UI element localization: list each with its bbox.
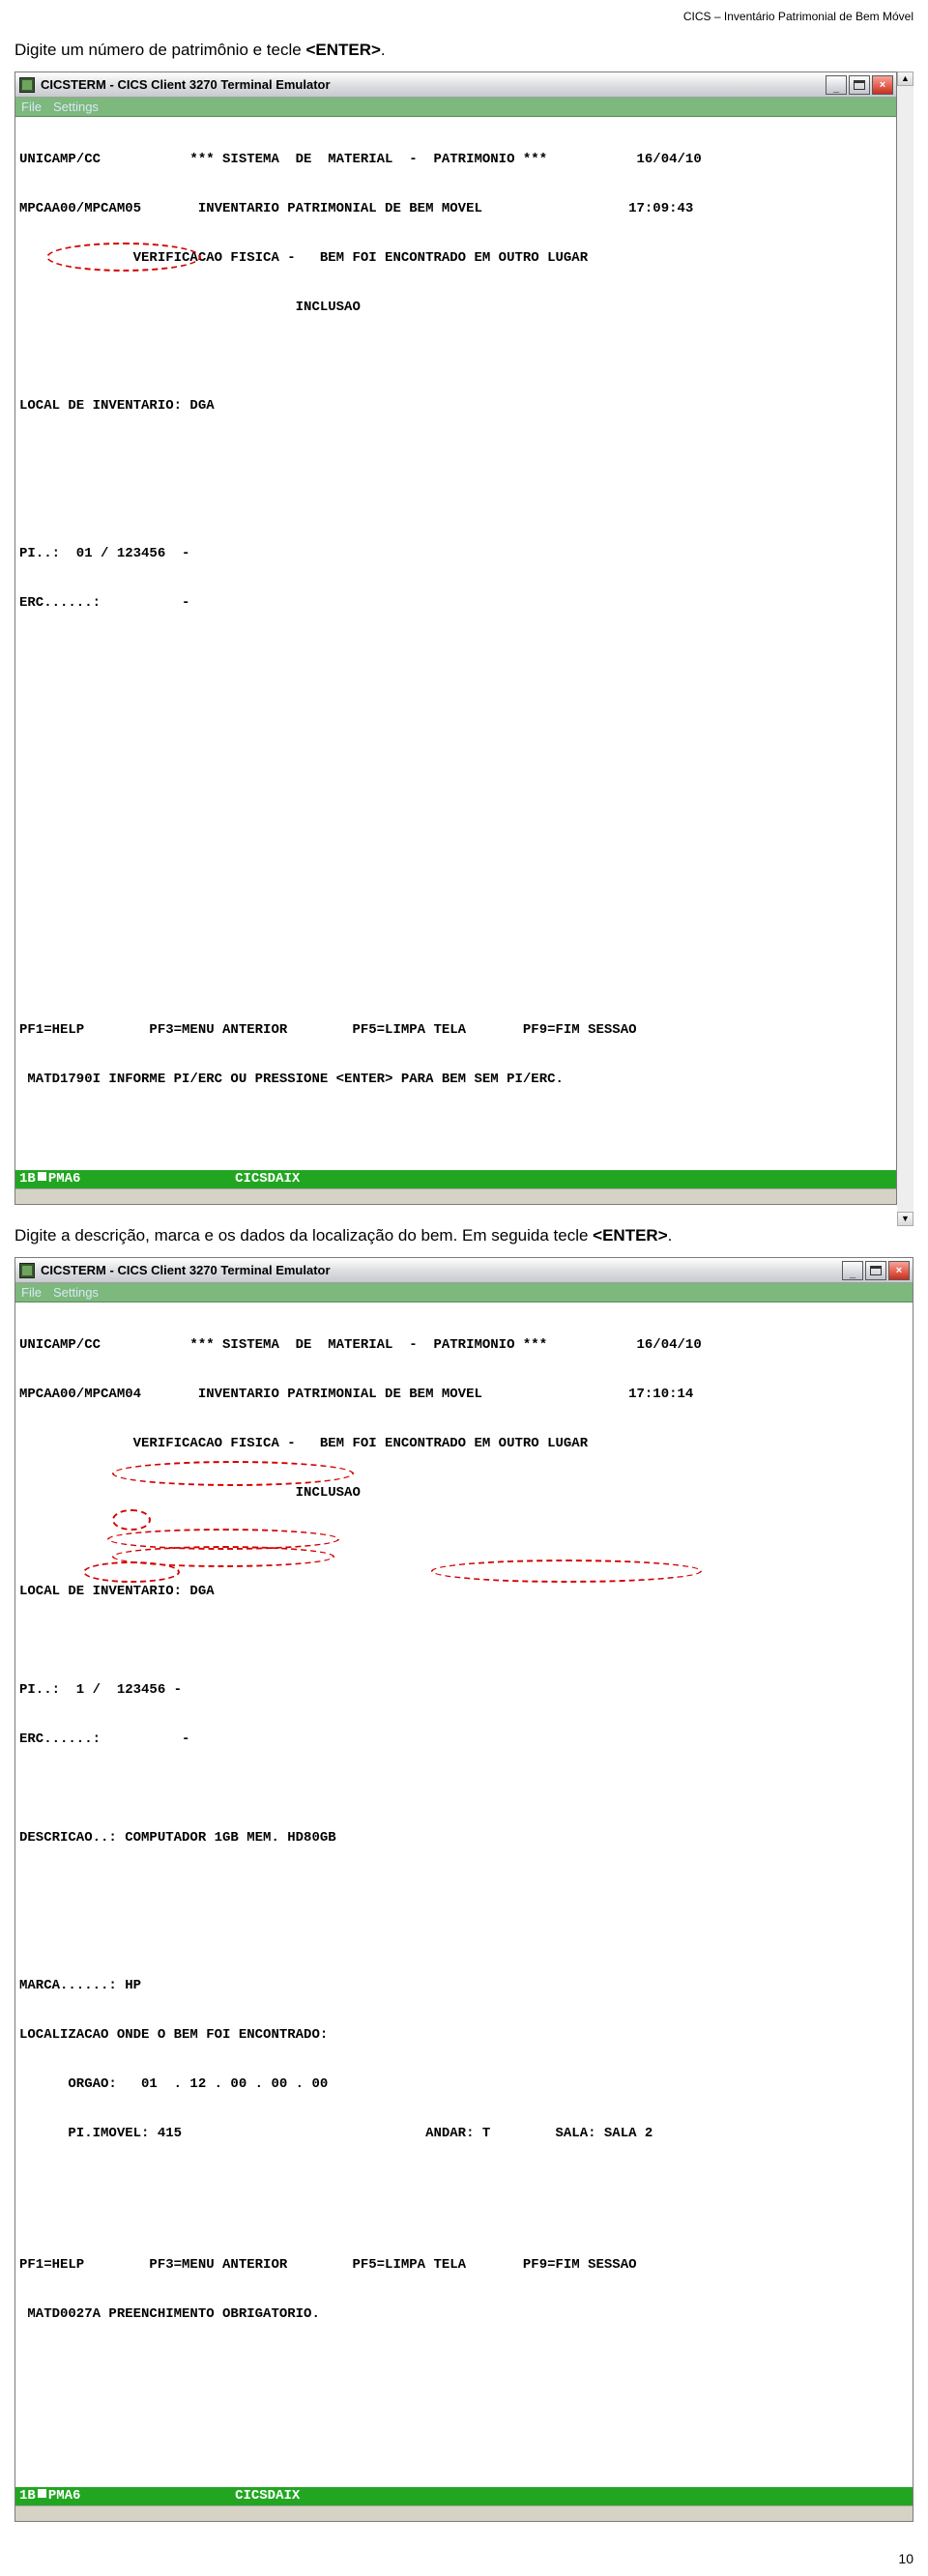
status-a: 1B [19,1171,36,1187]
menubar: File Settings [15,98,896,117]
status-square-icon [38,2489,46,2498]
terminal-area-2[interactable]: UNICAMP/CC *** SISTEMA DE MATERIAL - PAT… [15,1302,913,2487]
t2-l15: ORGAO: 01 . 12 . 00 . 00 . 00 [19,2076,909,2093]
instruction-1-c: . [381,41,386,59]
instruction-2: Digite a descrição, marca e os dados da … [14,1226,914,1245]
instruction-2-a: Digite a descrição, marca e os dados da … [14,1226,593,1245]
scroll-down-icon[interactable]: ▼ [897,1212,914,1226]
instruction-2-c: . [668,1226,673,1245]
titlebar: CICSTERM - CICS Client 3270 Terminal Emu… [15,72,896,98]
t2-l02: MPCAA00/MPCAM04 INVENTARIO PATRIMONIAL D… [19,1387,909,1403]
annotation-ellipse-marca [112,1509,151,1531]
instruction-1-enter: <ENTER> [305,41,380,59]
minimize-button[interactable]: _ [826,75,847,95]
minimize-button[interactable]: _ [842,1261,863,1280]
scrollbar[interactable]: ▲ ▼ [897,72,914,1226]
t1-l02: MPCAA00/MPCAM05 INVENTARIO PATRIMONIAL D… [19,201,892,217]
annotation-ellipse-descricao [112,1461,354,1486]
t2-l16: PI.IMOVEL: 415 ANDAR: T SALA: SALA 2 [19,2126,909,2142]
menu-settings[interactable]: Settings [53,1285,99,1300]
statusbar-2: 1B PMA6 CICSDAIX [15,2487,913,2505]
bottom-chrome [15,2505,913,2521]
statusbar-1: 1B PMA6 CICSDAIX [15,1170,896,1188]
app-icon [19,1263,35,1278]
t1-l06: LOCAL DE INVENTARIO: DGA [19,398,892,415]
close-button[interactable]: × [888,1261,910,1280]
doc-header: CICS – Inventário Patrimonial de Bem Móv… [14,10,914,23]
t1-l03: VERIFICACAO FISICA - BEM FOI ENCONTRADO … [19,250,892,267]
status-c: CICSDAIX [235,1171,300,1187]
menubar-2: File Settings [15,1283,913,1302]
status-b: PMA6 [48,1171,81,1187]
t2-lpf: PF1=HELP PF3=MENU ANTERIOR PF5=LIMPA TEL… [19,2257,909,2274]
status-square-icon [38,1172,46,1181]
t1-lmsg: MATD1790I INFORME PI/ERC OU PRESSIONE <E… [19,1072,892,1088]
instruction-1: Digite um número de patrimônio e tecle <… [14,41,914,60]
menu-file[interactable]: File [21,1285,42,1300]
status-c: CICSDAIX [235,2488,300,2504]
menu-file[interactable]: File [21,100,42,114]
t2-lmsg: MATD0027A PREENCHIMENTO OBRIGATORIO. [19,2306,909,2323]
status-b: PMA6 [48,2488,81,2504]
window-title: CICSTERM - CICS Client 3270 Terminal Emu… [41,77,826,92]
annotation-ellipse-andar-sala [431,1560,702,1583]
t1-l09: ERC......: - [19,595,892,612]
instruction-1-a: Digite um número de patrimônio e tecle [14,41,305,59]
page-number: 10 [14,2551,914,2566]
t1-lpf: PF1=HELP PF3=MENU ANTERIOR PF5=LIMPA TEL… [19,1022,892,1039]
maximize-button[interactable] [865,1261,886,1280]
app-icon [19,77,35,93]
terminal-window-1: CICSTERM - CICS Client 3270 Terminal Emu… [14,72,897,1205]
window-title-2: CICSTERM - CICS Client 3270 Terminal Emu… [41,1263,842,1277]
menu-settings[interactable]: Settings [53,100,99,114]
t1-l04: INCLUSAO [19,300,892,316]
status-a: 1B [19,2488,36,2504]
close-button[interactable]: × [872,75,893,95]
t1-l01: UNICAMP/CC *** SISTEMA DE MATERIAL - PAT… [19,152,892,168]
instruction-2-enter: <ENTER> [593,1226,667,1245]
t2-l14: LOCALIZACAO ONDE O BEM FOI ENCONTRADO: [19,2027,909,2044]
t2-l06: LOCAL DE INVENTARIO: DGA [19,1584,909,1600]
t2-l13: MARCA......: HP [19,1978,909,1994]
scroll-up-icon[interactable]: ▲ [897,72,914,86]
titlebar-2: CICSTERM - CICS Client 3270 Terminal Emu… [15,1258,913,1283]
t2-l04: INCLUSAO [19,1485,909,1502]
t2-l11: DESCRICAO..: COMPUTADOR 1GB MEM. HD80GB [19,1830,909,1846]
maximize-button[interactable] [849,75,870,95]
t2-l09: ERC......: - [19,1732,909,1748]
terminal-area-1[interactable]: UNICAMP/CC *** SISTEMA DE MATERIAL - PAT… [15,117,896,1170]
t2-l08: PI..: 1 / 123456 - [19,1682,909,1699]
t2-l01: UNICAMP/CC *** SISTEMA DE MATERIAL - PAT… [19,1337,909,1354]
bottom-chrome [15,1188,896,1204]
scroll-track[interactable] [897,86,914,1212]
annotation-ellipse-piimovel [83,1561,180,1583]
terminal-window-2: CICSTERM - CICS Client 3270 Terminal Emu… [14,1257,914,2522]
t1-l08: PI..: 01 / 123456 - [19,546,892,562]
